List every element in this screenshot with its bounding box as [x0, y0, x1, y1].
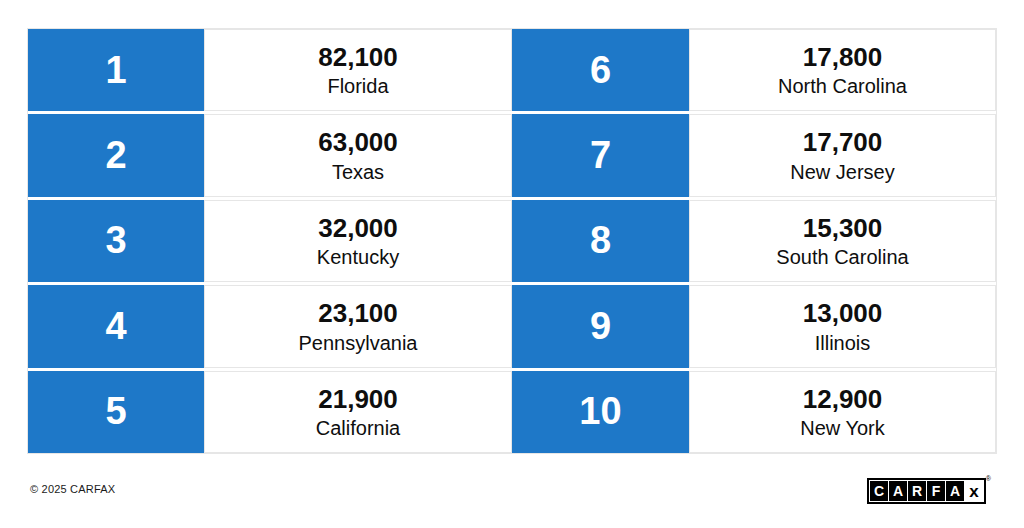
rank-cell: 9	[512, 285, 689, 367]
logo-letter-tile: C	[870, 481, 888, 501]
value: 13,000	[803, 297, 883, 330]
value: 17,800	[803, 41, 883, 74]
value: 63,000	[318, 126, 398, 159]
data-cell: 15,300 South Carolina	[689, 200, 996, 282]
state-label: Kentucky	[317, 244, 399, 270]
carfax-logo: C A R F A x ®	[867, 478, 986, 504]
data-cell: 63,000 Texas	[204, 114, 512, 196]
state-label: North Carolina	[778, 73, 907, 99]
data-cell: 17,700 New Jersey	[689, 114, 996, 196]
data-cell: 12,900 New York	[689, 371, 996, 453]
logo-letter-tile: F	[927, 481, 945, 501]
value: 21,900	[318, 383, 398, 416]
state-label: New York	[800, 415, 885, 441]
state-label: Florida	[327, 73, 388, 99]
registered-trademark-icon: ®	[986, 475, 991, 482]
value: 15,300	[803, 212, 883, 245]
data-cell: 23,100 Pennsylvania	[204, 285, 512, 367]
rank-cell: 1	[28, 29, 204, 111]
rank-cell: 6	[512, 29, 689, 111]
value: 17,700	[803, 126, 883, 159]
data-cell: 13,000 Illinois	[689, 285, 996, 367]
value: 32,000	[318, 212, 398, 245]
logo-x-tile: x	[965, 481, 983, 501]
ranking-table: 1 82,100 Florida 6 17,800 North Carolina…	[27, 28, 997, 454]
rank-cell: 4	[28, 285, 204, 367]
data-cell: 17,800 North Carolina	[689, 29, 996, 111]
rank-cell: 10	[512, 371, 689, 453]
value: 82,100	[318, 41, 398, 74]
state-label: California	[316, 415, 400, 441]
state-label: Texas	[332, 159, 384, 185]
value: 12,900	[803, 383, 883, 416]
value: 23,100	[318, 297, 398, 330]
data-cell: 82,100 Florida	[204, 29, 512, 111]
rank-cell: 7	[512, 114, 689, 196]
state-label: New Jersey	[790, 159, 894, 185]
data-cell: 21,900 California	[204, 371, 512, 453]
logo-letter-tile: A	[889, 481, 907, 501]
copyright-text: © 2025 CARFAX	[30, 483, 115, 495]
state-label: Illinois	[815, 330, 871, 356]
state-label: South Carolina	[776, 244, 908, 270]
logo-letter-tile: R	[908, 481, 926, 501]
rank-cell: 3	[28, 200, 204, 282]
data-cell: 32,000 Kentucky	[204, 200, 512, 282]
state-label: Pennsylvania	[299, 330, 418, 356]
logo-letter-tile: A	[946, 481, 964, 501]
rank-cell: 5	[28, 371, 204, 453]
rank-cell: 8	[512, 200, 689, 282]
rank-cell: 2	[28, 114, 204, 196]
